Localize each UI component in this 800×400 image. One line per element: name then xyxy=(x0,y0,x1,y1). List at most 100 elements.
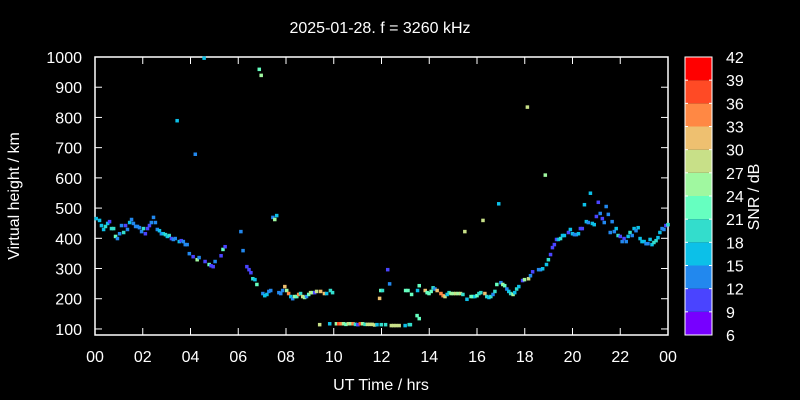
colorbar-tick-label: 18 xyxy=(726,235,744,252)
data-point xyxy=(370,322,374,327)
data-point xyxy=(654,238,658,243)
colorbar-tick-label: 36 xyxy=(726,96,744,113)
data-point xyxy=(614,226,618,231)
data-point xyxy=(660,226,664,231)
data-point xyxy=(558,236,563,241)
data-point xyxy=(552,242,557,247)
data-point xyxy=(632,226,636,231)
data-point xyxy=(257,67,262,72)
data-point xyxy=(650,242,654,247)
data-point xyxy=(622,236,626,241)
data-point xyxy=(121,230,126,235)
data-point xyxy=(191,254,195,259)
data-point xyxy=(284,288,289,293)
data-point xyxy=(562,233,567,238)
data-point xyxy=(425,290,429,295)
data-point xyxy=(341,322,346,326)
data-point xyxy=(602,220,607,225)
data-point xyxy=(213,259,217,264)
data-point xyxy=(608,230,612,235)
data-point xyxy=(574,232,579,237)
colorbar-tick-label: 15 xyxy=(726,259,744,276)
data-point xyxy=(143,231,148,236)
data-point xyxy=(610,219,614,224)
data-point xyxy=(129,217,134,222)
data-point xyxy=(656,235,660,240)
data-point xyxy=(469,294,473,299)
data-point xyxy=(580,226,585,231)
data-point xyxy=(295,294,299,299)
data-point xyxy=(127,220,132,225)
data-point xyxy=(576,231,581,236)
data-point xyxy=(616,233,620,238)
data-point xyxy=(590,221,595,226)
data-point xyxy=(403,323,407,328)
data-point xyxy=(403,288,408,293)
data-point xyxy=(358,322,363,326)
data-point xyxy=(380,288,385,293)
data-point xyxy=(137,225,142,230)
colorbar-band xyxy=(685,57,712,81)
colorbar-band xyxy=(685,103,712,127)
data-point xyxy=(433,287,437,291)
data-point xyxy=(344,322,348,327)
data-point xyxy=(368,322,372,327)
data-point xyxy=(385,267,390,272)
data-point xyxy=(520,278,525,283)
data-point xyxy=(522,277,527,282)
data-point xyxy=(642,239,646,244)
data-point xyxy=(406,288,410,293)
x-axis: 00 02 04 06 08 10 12 14 16 18 20 22 00 xyxy=(86,57,677,366)
data-point xyxy=(308,290,313,295)
data-point xyxy=(207,262,211,267)
data-point xyxy=(546,257,551,262)
data-point xyxy=(145,226,150,231)
data-point xyxy=(479,290,483,295)
data-point xyxy=(219,254,223,258)
data-point xyxy=(314,289,319,294)
x-tick-label: 18 xyxy=(516,349,534,366)
x-tick-label: 04 xyxy=(182,349,200,366)
data-point xyxy=(109,226,114,231)
data-point xyxy=(259,73,263,78)
data-point xyxy=(151,215,156,220)
data-point xyxy=(353,322,358,327)
data-point xyxy=(147,223,152,228)
data-point xyxy=(267,289,271,294)
data-point xyxy=(572,232,577,237)
x-tick-label: 16 xyxy=(468,349,486,366)
data-point xyxy=(280,288,285,293)
colorbar-band xyxy=(685,126,712,150)
data-point xyxy=(328,288,333,293)
data-point xyxy=(495,282,499,287)
data-point xyxy=(391,323,396,328)
data-point xyxy=(337,322,341,326)
data-point xyxy=(155,227,160,232)
data-point xyxy=(157,228,162,233)
data-point xyxy=(415,288,420,293)
data-point xyxy=(435,288,439,293)
data-point xyxy=(423,288,427,293)
data-point xyxy=(119,223,124,228)
colorbar-band xyxy=(685,265,712,289)
data-point xyxy=(113,234,118,239)
data-point xyxy=(274,213,279,218)
data-point xyxy=(177,239,182,244)
colorbar-tick-label: 21 xyxy=(726,212,744,229)
data-point xyxy=(554,237,559,242)
data-points xyxy=(94,56,670,328)
data-point xyxy=(538,267,543,272)
data-point xyxy=(596,200,601,205)
data-point xyxy=(292,294,297,299)
data-point xyxy=(487,295,491,300)
data-point xyxy=(417,316,421,321)
colorbar-tick-label: 33 xyxy=(726,120,744,137)
data-point xyxy=(322,291,327,296)
data-point xyxy=(195,257,199,262)
data-point xyxy=(417,283,421,288)
data-point xyxy=(408,322,413,327)
data-point xyxy=(630,233,634,238)
data-point xyxy=(253,277,257,282)
data-point xyxy=(502,283,507,288)
data-point xyxy=(300,294,305,299)
